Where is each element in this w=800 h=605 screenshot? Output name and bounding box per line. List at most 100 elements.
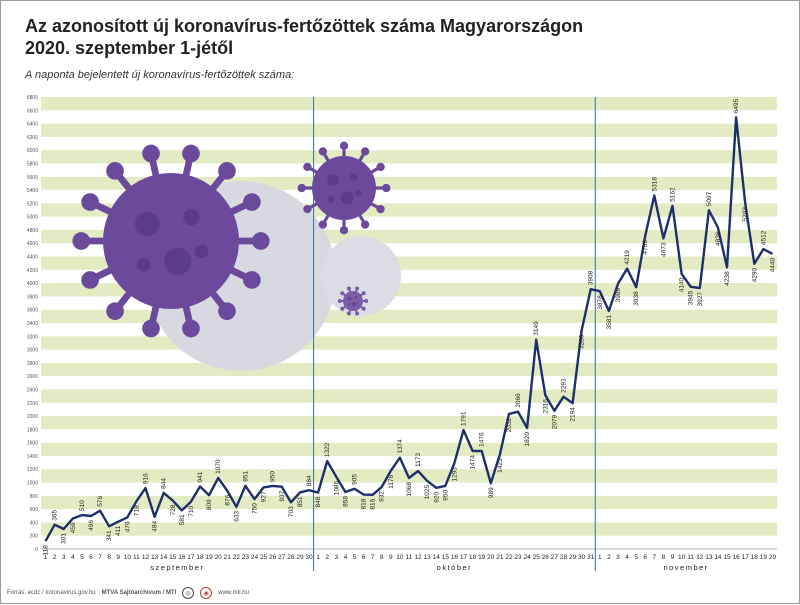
virus-spike-tip <box>376 162 385 172</box>
virus-illustration-small-icon <box>337 286 369 316</box>
virus-spot <box>137 258 151 272</box>
x-tick-label: 23 <box>514 554 522 561</box>
virus-spike-tip <box>106 161 124 180</box>
chart-title: Az azonosított új koronavírus-fertőzötte… <box>25 15 745 59</box>
grid-band <box>41 495 777 510</box>
data-label: 750 <box>252 503 259 514</box>
source-text: Forrás: ecdc / koronavirus.gov.hu <box>7 590 96 596</box>
x-tick-label: 1 <box>598 554 602 561</box>
grid-band <box>41 349 777 363</box>
virus-spike-tip <box>218 302 236 321</box>
data-label: 858 <box>342 496 349 507</box>
y-axis: 0 200 400 600 800 1000 1200 1400 1600 1800 2000 220… <box>27 95 38 553</box>
x-tick-label: 11 <box>133 554 140 561</box>
data-label: 476 <box>124 521 131 532</box>
virus-spike-tip <box>243 271 261 289</box>
x-tick-label: 12 <box>696 554 704 561</box>
x-tick-label: 19 <box>760 554 768 561</box>
x-tick-label: 18 <box>469 554 477 561</box>
x-tick-label: 9 <box>116 554 120 561</box>
virus-spike-tip <box>318 147 328 156</box>
x-tick-label: 30 <box>578 554 586 561</box>
data-label: 950 <box>270 471 277 482</box>
y-tick-label: 3400 <box>27 321 38 327</box>
grid-band <box>41 362 777 377</box>
x-tick-label: 8 <box>380 554 384 561</box>
data-label: 6495 <box>733 98 740 113</box>
y-tick-label: 3200 <box>27 334 38 340</box>
virus-spot <box>348 303 350 306</box>
x-tick-label: 4 <box>625 554 629 561</box>
data-label: 576 <box>97 495 104 506</box>
grid-band <box>41 336 777 350</box>
y-tick-label: 1000 <box>27 481 38 487</box>
y-tick-label: 5000 <box>27 215 38 221</box>
x-tick-label: 7 <box>98 554 102 561</box>
data-label: 5203 <box>742 207 749 222</box>
data-label: 844 <box>161 478 168 489</box>
x-tick-label: 5 <box>353 554 357 561</box>
y-tick-label: 1600 <box>27 441 38 447</box>
virus-spot <box>356 301 359 304</box>
data-label: 1322 <box>324 442 331 457</box>
data-label: 718 <box>133 505 140 516</box>
x-tick-label: 20 <box>215 554 223 561</box>
data-label: 1791 <box>461 411 468 426</box>
month-label: október <box>437 563 473 572</box>
data-label: 411 <box>115 525 122 536</box>
x-tick-label: 28 <box>560 554 568 561</box>
x-tick-label: 28 <box>287 554 295 561</box>
data-label: 341 <box>106 530 113 541</box>
data-label: 3989 <box>615 287 622 302</box>
y-tick-label: 2800 <box>27 361 38 367</box>
y-tick-label: 800 <box>30 494 39 500</box>
x-tick-label: 21 <box>224 554 232 561</box>
y-tick-label: 2000 <box>27 414 38 420</box>
x-tick-label: 17 <box>187 554 195 561</box>
x-tick-label: 16 <box>732 554 740 561</box>
virus-spike-tip <box>243 193 261 211</box>
x-tick-label: 16 <box>178 554 186 561</box>
x-tick-label: 15 <box>723 554 731 561</box>
virus-spike-tip <box>81 271 99 289</box>
data-label: 1293 <box>451 467 458 482</box>
x-tick-label: 8 <box>107 554 111 561</box>
data-label: 851 <box>297 496 304 507</box>
y-tick-label: 1800 <box>27 427 38 433</box>
virus-spike-tip <box>303 162 312 172</box>
data-label: 1423 <box>497 458 504 473</box>
data-label: 1070 <box>215 459 222 474</box>
data-label: 633 <box>233 511 240 522</box>
data-label: 950 <box>442 489 449 500</box>
x-tick-label: 10 <box>396 554 404 561</box>
y-tick-label: 1400 <box>27 454 38 460</box>
data-label: 848 <box>315 496 322 507</box>
mti-logo-icon: ◉ <box>200 587 213 599</box>
data-label: 1820 <box>524 432 531 447</box>
virus-spot <box>327 174 339 186</box>
data-label: 809 <box>206 499 213 510</box>
data-label: 365 <box>52 510 59 521</box>
x-tick-label: 29 <box>296 554 304 561</box>
virus-spot <box>164 247 192 275</box>
x-tick-label: 2 <box>607 554 611 561</box>
x-tick-label: 7 <box>653 554 657 561</box>
virus-spot <box>134 211 160 237</box>
x-tick-label: 7 <box>371 554 375 561</box>
virus-spike-tip <box>360 220 370 229</box>
data-label: 118 <box>43 545 50 556</box>
grid-band <box>41 110 777 124</box>
data-label: 1176 <box>388 474 395 488</box>
grid-band <box>41 442 777 456</box>
grid-band <box>41 150 777 164</box>
y-tick-label: 5200 <box>27 201 38 207</box>
grid-band <box>41 522 777 536</box>
y-tick-label: 4000 <box>27 281 38 287</box>
y-tick-label: 3000 <box>27 348 38 354</box>
virus-spike-tip <box>218 161 236 180</box>
virus-spike-tip <box>297 183 306 193</box>
data-label: 3286 <box>579 334 586 349</box>
virus-spike-tip <box>346 311 351 316</box>
data-label: 301 <box>61 533 68 544</box>
data-label: 3149 <box>533 321 540 336</box>
